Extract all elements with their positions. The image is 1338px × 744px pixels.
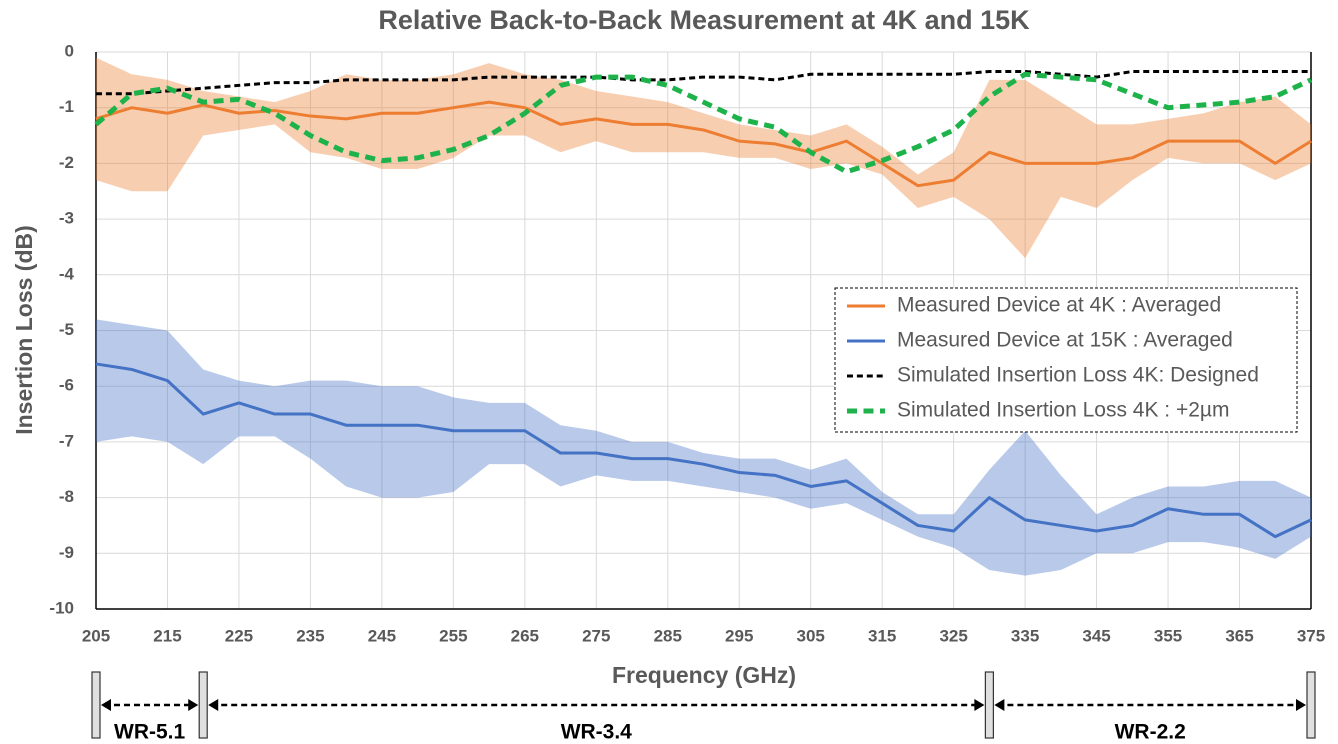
y-tick-label: -8 (59, 487, 74, 506)
chart-title: Relative Back-to-Back Measurement at 4K … (378, 5, 1030, 35)
uncertainty-band (96, 319, 1311, 576)
arrow-head (188, 699, 199, 711)
arrow-head (1296, 699, 1306, 711)
legend-box (834, 287, 1298, 433)
x-tick-label: 375 (1297, 626, 1325, 645)
x-tick-label: 285 (654, 626, 682, 645)
x-tick-label: 365 (1225, 626, 1253, 645)
x-tick-label: 245 (368, 626, 396, 645)
band-label: WR-2.2 (1115, 721, 1186, 744)
series-line (94, 71, 1313, 175)
y-tick-label: -7 (59, 431, 74, 450)
x-tick-label: 225 (225, 626, 253, 645)
legend-label: Simulated Insertion Loss 4K: Designed (897, 364, 1259, 387)
x-tick-label: 345 (1082, 626, 1110, 645)
x-tick-label: 335 (1011, 626, 1039, 645)
legend-label: Measured Device at 4K : Averaged (897, 294, 1221, 317)
arrow-head (101, 699, 111, 711)
band-edge (984, 671, 994, 739)
y-tick-label: -3 (59, 209, 74, 228)
y-tick-label: -2 (59, 153, 74, 172)
x-tick-label: 235 (296, 626, 324, 645)
band-label: WR-3.4 (561, 721, 632, 744)
y-tick-label: -6 (59, 376, 74, 395)
y-tick-label: -4 (59, 264, 75, 283)
uncertainty-band (96, 57, 1311, 259)
band-edge (1306, 671, 1316, 739)
x-axis-label: Frequency (GHz) (612, 662, 796, 688)
y-tick-label: -10 (49, 598, 74, 617)
x-tick-label: 275 (582, 626, 610, 645)
x-tick-label: 325 (939, 626, 967, 645)
band-edge (198, 671, 208, 739)
y-tick-label: -5 (59, 320, 74, 339)
series-line (96, 69, 1311, 96)
y-axis-label: Insertion Loss (dB) (11, 225, 37, 435)
x-tick-label: 305 (797, 626, 825, 645)
y-tick-label: 0 (65, 41, 74, 60)
x-tick-label: 265 (511, 626, 539, 645)
band-label: WR-5.1 (114, 721, 185, 744)
legend-label: Measured Device at 15K : Averaged (897, 329, 1233, 352)
y-tick-label: -1 (59, 97, 74, 116)
x-tick-label: 315 (868, 626, 896, 645)
x-tick-label: 255 (439, 626, 467, 645)
x-tick-label: 205 (82, 626, 110, 645)
y-tick-label: -9 (59, 543, 74, 562)
band-edge (91, 671, 101, 739)
legend-label: Simulated Insertion Loss 4K : +2µm (897, 399, 1230, 422)
arrow-head (974, 699, 985, 711)
x-tick-label: 215 (153, 626, 181, 645)
series-line (95, 362, 1312, 539)
arrow-head (208, 699, 219, 711)
arrow-head (994, 699, 1005, 711)
series-line (95, 100, 1312, 188)
x-tick-label: 295 (725, 626, 753, 645)
x-tick-label: 355 (1154, 626, 1182, 645)
